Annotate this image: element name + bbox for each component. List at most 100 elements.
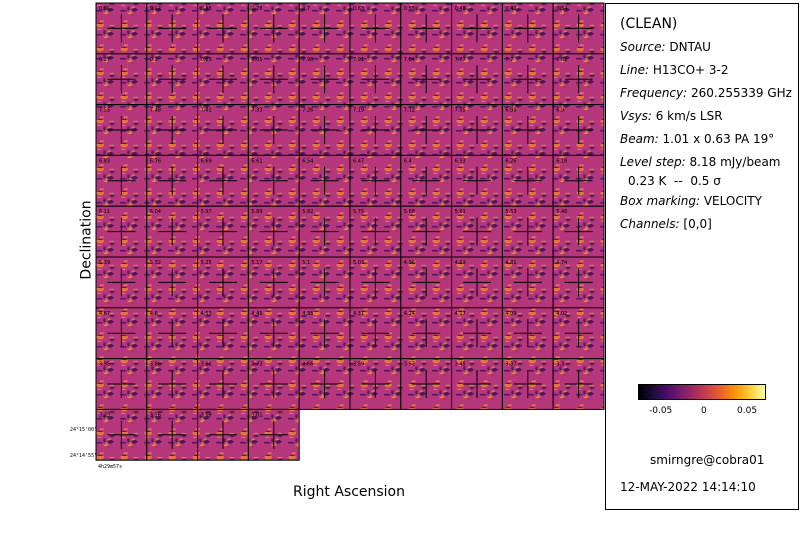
channel-velocity-label: 7.91 (353, 57, 364, 63)
colorbar-tick-neg: -0.05 (649, 406, 673, 416)
channel-velocity-label: 6.18 (556, 158, 567, 164)
channel-velocity-label: 7.12 (404, 108, 415, 114)
channel-velocity-label: 7.77 (455, 57, 466, 63)
beam-line: Beam: 1.01 x 0.63 PA 19° (620, 132, 774, 146)
channel-velocity-label: 3.23 (99, 412, 110, 418)
ra-tick: 4h29m57s (98, 464, 123, 470)
channel-velocity-label: 7.19 (353, 108, 364, 114)
channel-velocity-label: 7.7 (505, 57, 513, 63)
channel-velocity-label: 4.81 (505, 260, 516, 266)
channel-velocity-label: 6.98 (505, 108, 516, 114)
channel-velocity-label: 5.53 (505, 209, 516, 215)
channel-velocity-label: 7.84 (404, 57, 415, 63)
box-marking-line: Box marking: VELOCITY (620, 194, 762, 208)
channel-velocity-label: 0.78 (251, 6, 262, 12)
channel-velocity-label: 0.42 (505, 6, 516, 12)
channel-velocity-label: 4.53 (201, 311, 212, 317)
box-key: Box marking: (620, 194, 701, 208)
declination-axis-label: Declination (78, 200, 95, 280)
timestamp: 12-MAY-2022 14:14:10 (620, 480, 756, 494)
channel-velocity-label: 0.7 (302, 6, 310, 12)
channel-velocity-label: 4.31 (353, 311, 364, 317)
channel-velocity-label: 4.17 (455, 311, 466, 317)
frequency-value: 260.255339 GHz (691, 86, 792, 100)
beam-value: 1.01 x 0.63 PA 19° (662, 132, 775, 146)
channel-velocity-label: 0.63 (353, 6, 364, 12)
channel-velocity-label: 3.16 (150, 412, 161, 418)
right-ascension-axis-label: Right Ascension (293, 484, 405, 500)
channel-velocity-label: 5.61 (455, 209, 466, 215)
vsys-value: 6 km/s LSR (655, 109, 723, 123)
channel-velocity-label: 4.89 (455, 260, 466, 266)
channel-velocity-label: 0.86 (99, 6, 110, 12)
channel-velocity-label: 0.27 (99, 57, 110, 63)
channel-velocity-label: 6.76 (150, 158, 161, 164)
channel-velocity-label: 5.89 (251, 209, 262, 215)
channel-velocity-label: 5.03 (353, 260, 364, 266)
channel-velocity-label: 0.88 (201, 6, 212, 12)
vsys-key: Vsys: (620, 109, 652, 123)
channel-velocity-label: 6.11 (99, 209, 110, 215)
channel-velocity-label: 3.45 (455, 362, 466, 368)
beam-key: Beam: (620, 132, 659, 146)
channel-velocity-label: 3.09 (201, 412, 212, 418)
channel-velocity-label: 3.52 (404, 362, 415, 368)
info-panel: (CLEAN) Source: DNTAU Line: H13CO+ 3-2 F… (605, 3, 799, 510)
channel-velocity-label: 6.4 (404, 158, 412, 164)
channel-velocity-label: 5.75 (353, 209, 364, 215)
channel-velocity-label: 3.01 (251, 412, 262, 418)
channels-key: Channels: (620, 217, 680, 231)
channel-velocity-label: 0.34 (556, 6, 567, 12)
channel-velocity-label: 7.41 (201, 108, 212, 114)
channel-velocity-label: 0.2 (150, 57, 158, 63)
channel-velocity-label: 6.83 (99, 158, 110, 164)
channel-velocity-label: 6.69 (201, 158, 212, 164)
colorbar-tick-pos: 0.05 (737, 406, 758, 416)
channel-velocity-label: 3.73 (251, 362, 262, 368)
channel-velocity-label: 5.32 (150, 260, 161, 266)
channel-panel (451, 154, 503, 207)
channel-velocity-label: 4.02 (556, 311, 567, 317)
channel-velocity-label: 6.47 (353, 158, 364, 164)
channel-velocity-label: 0.55 (404, 6, 415, 12)
channel-velocity-label: 5.68 (404, 209, 415, 215)
channel-velocity-label: 7.62 (556, 57, 567, 63)
level-kelvin-sigma: 0.23 K -- 0.5 σ (628, 174, 721, 188)
channel-velocity-label: 3.88 (150, 362, 161, 368)
channel-velocity-label: 7.33 (251, 108, 262, 114)
source-line: Source: DNTAU (620, 40, 711, 54)
channel-velocity-label: 4.67 (99, 311, 110, 317)
channels-line: Channels: [0,0] (620, 217, 712, 231)
source-value: DNTAU (669, 40, 711, 54)
channel-panel (247, 408, 300, 461)
channels-value: [0,0] (683, 217, 712, 231)
channel-velocity-label: 5.1 (302, 260, 310, 266)
frequency-key: Frequency: (620, 86, 688, 100)
channel-velocity-label: 4.09 (505, 311, 516, 317)
channel-velocity-label: 0.13 (201, 57, 212, 63)
channel-velocity-label: 4.96 (404, 260, 415, 266)
channel-velocity-label: 4.24 (404, 311, 415, 317)
channel-velocity-label: 4.45 (251, 311, 262, 317)
channel-velocity-label: 6.61 (251, 158, 262, 164)
channel-velocity-label: 5.25 (201, 260, 212, 266)
channel-velocity-label: 7.55 (99, 108, 110, 114)
channel-velocity-label: 0.48 (455, 6, 466, 12)
channel-velocity-label: 6.54 (302, 158, 313, 164)
channel-velocity-label: 7.48 (150, 108, 161, 114)
channel-velocity-label: 5.82 (302, 209, 313, 215)
dec-tick-top: 24°15'00" (70, 427, 98, 433)
level-line: Level step: 8.18 mJy/beam (620, 155, 780, 169)
frequency-line: Frequency: 260.255339 GHz (620, 86, 792, 100)
channel-velocity-label: 3.59 (353, 362, 364, 368)
colorbar-tick-zero: 0 (701, 406, 707, 416)
colorbar (638, 384, 766, 400)
vsys-line: Vsys: 6 km/s LSR (620, 109, 723, 123)
channel-velocity-label: 0.05 (251, 57, 262, 63)
channel-velocity-label: 3.3 (556, 362, 564, 368)
map-type-title: (CLEAN) (620, 16, 678, 32)
channel-velocity-label: 3.81 (201, 362, 212, 368)
box-value: VELOCITY (703, 194, 762, 208)
channel-velocity-label: 7.98 (302, 57, 313, 63)
